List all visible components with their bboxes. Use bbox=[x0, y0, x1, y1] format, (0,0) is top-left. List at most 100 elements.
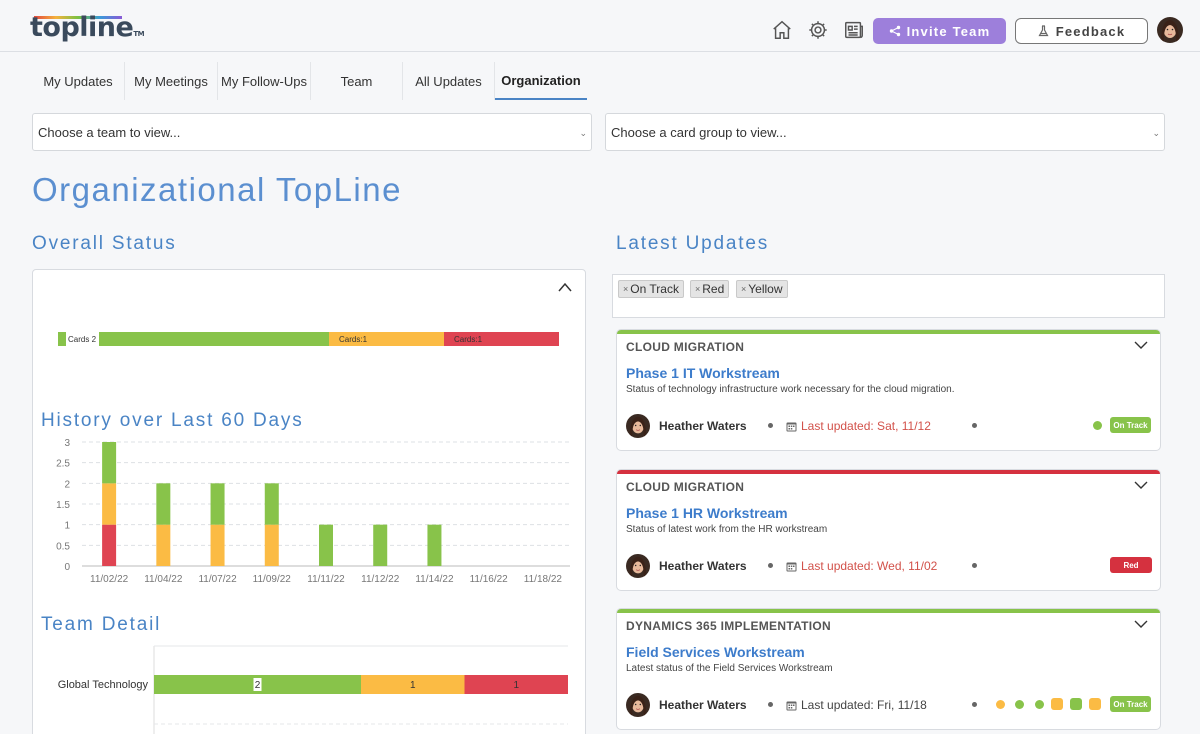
history-bar-green[interactable] bbox=[210, 483, 225, 525]
history-bar-green[interactable] bbox=[156, 483, 171, 525]
x-tick-label: 11/11/22 bbox=[307, 574, 345, 585]
last-updated-text: Last updated: Sat, 11/12 bbox=[801, 419, 931, 433]
logo-color-bar bbox=[34, 16, 122, 19]
invite-team-label: Invite Team bbox=[906, 23, 991, 39]
history-title: History over Last 60 Days bbox=[41, 410, 304, 431]
last-updated: Last updated: Fri, 11/18 bbox=[786, 698, 927, 712]
status-history-square bbox=[1070, 698, 1082, 710]
filter-chip-yellow[interactable]: × Yellow bbox=[736, 280, 788, 298]
x-tick-label: 11/02/22 bbox=[90, 574, 129, 585]
card-title[interactable]: Field Services Workstream bbox=[626, 644, 805, 660]
update-card[interactable]: CLOUD MIGRATION Phase 1 IT Workstream Stat… bbox=[616, 329, 1161, 451]
overall-bar-segment-red[interactable]: Cards:1 bbox=[444, 332, 559, 346]
calendar-icon bbox=[786, 701, 797, 710]
last-updated-text: Last updated: Fri, 11/18 bbox=[801, 698, 927, 712]
card-group: CLOUD MIGRATION bbox=[626, 340, 745, 354]
card-owner: Heather Waters bbox=[659, 419, 747, 433]
separator-dot bbox=[972, 563, 977, 568]
page-title: Organizational TopLine bbox=[32, 171, 402, 208]
tab-organization[interactable]: Organization bbox=[495, 62, 587, 100]
team-bar-value: 1 bbox=[513, 680, 519, 691]
team-detail-chart: Global Technology 2 1 1 bbox=[58, 645, 569, 734]
history-bar-yellow[interactable] bbox=[156, 524, 171, 566]
chevron-down-icon: ⌄ bbox=[579, 128, 587, 138]
filter-chip-on-track[interactable]: × On Track bbox=[618, 280, 684, 298]
history-bar-yellow[interactable] bbox=[210, 524, 225, 566]
x-tick-label: 11/04/22 bbox=[144, 574, 183, 585]
x-tick-label: 11/16/22 bbox=[470, 574, 509, 585]
separator-dot bbox=[768, 702, 773, 707]
card-group-select[interactable]: Choose a card group to view... ⌄ bbox=[605, 113, 1165, 151]
remove-icon[interactable]: × bbox=[741, 284, 747, 294]
tab-team[interactable]: Team bbox=[311, 62, 403, 100]
team-bar-red[interactable] bbox=[464, 675, 569, 694]
remove-icon[interactable]: × bbox=[695, 284, 701, 294]
y-tick-label: 0.5 bbox=[56, 541, 70, 552]
last-updated: Last updated: Sat, 11/12 bbox=[786, 419, 931, 433]
separator-dot bbox=[972, 423, 977, 428]
card-title[interactable]: Phase 1 IT Workstream bbox=[626, 365, 780, 381]
overall-status-panel bbox=[32, 269, 586, 734]
history-bar-yellow[interactable] bbox=[102, 483, 117, 525]
x-tick-label: 11/18/22 bbox=[524, 574, 563, 585]
history-bar-green[interactable] bbox=[319, 524, 333, 566]
history-bar-red[interactable] bbox=[102, 524, 117, 566]
card-group: DYNAMICS 365 IMPLEMENTATION bbox=[626, 619, 832, 633]
owner-avatar bbox=[626, 693, 650, 717]
chevron-down-icon[interactable] bbox=[1134, 619, 1148, 629]
history-chart: 0 0.5 1 1.5 2 2.5 3 11/02/22 11/04/22 11/07/22 11/… bbox=[56, 438, 570, 585]
history-bar-green[interactable] bbox=[373, 524, 388, 566]
team-select[interactable]: Choose a team to view... ⌄ bbox=[32, 113, 592, 151]
y-tick-label: 0 bbox=[64, 562, 70, 573]
y-tick-label: 1.5 bbox=[56, 500, 70, 511]
overall-bar-lead bbox=[58, 332, 66, 346]
status-history-dot bbox=[1035, 700, 1044, 709]
history-bar-green[interactable] bbox=[427, 524, 442, 566]
nav-tabs: My Updates My Meetings My Follow-Ups Tea… bbox=[32, 62, 587, 100]
overall-bar-label: Cards 2 bbox=[66, 332, 100, 346]
card-title[interactable]: Phase 1 HR Workstream bbox=[626, 505, 788, 521]
remove-icon[interactable]: × bbox=[623, 284, 629, 294]
category-label: Global Technology bbox=[58, 679, 149, 691]
card-group-select-placeholder: Choose a card group to view... bbox=[611, 124, 787, 140]
chevron-down-icon[interactable] bbox=[1134, 340, 1148, 350]
tab-my-updates[interactable]: My Updates bbox=[32, 62, 125, 100]
card-status-bar bbox=[617, 470, 1160, 474]
user-avatar[interactable] bbox=[1157, 17, 1183, 43]
calendar-icon bbox=[786, 422, 797, 431]
status-filter-box[interactable]: × On Track × Red × Yellow bbox=[612, 274, 1165, 318]
history-bar-green[interactable] bbox=[102, 442, 117, 484]
home-icon[interactable] bbox=[771, 19, 793, 41]
avatar-portrait bbox=[626, 554, 650, 578]
chevron-up-icon[interactable] bbox=[557, 281, 573, 293]
overall-bar-segment-green[interactable] bbox=[99, 332, 329, 346]
card-owner: Heather Waters bbox=[659, 698, 747, 712]
last-updated: Last updated: Wed, 11/02 bbox=[786, 559, 937, 573]
history-bar-green[interactable] bbox=[264, 483, 279, 525]
tab-my-meetings[interactable]: My Meetings bbox=[125, 62, 218, 100]
update-card[interactable]: CLOUD MIGRATION Phase 1 HR Workstream Stat… bbox=[616, 469, 1161, 591]
status-badge: Red bbox=[1110, 557, 1152, 573]
card-description: Latest status of the Field Services Work… bbox=[626, 663, 833, 674]
logo[interactable]: toplineTM bbox=[30, 12, 145, 43]
status-history-dot bbox=[996, 700, 1005, 709]
y-tick-label: 3 bbox=[64, 438, 70, 449]
latest-updates-title: Latest Updates bbox=[616, 233, 770, 254]
status-history-square bbox=[1051, 698, 1063, 710]
feedback-button[interactable]: Feedback bbox=[1015, 18, 1148, 44]
history-bar-yellow[interactable] bbox=[264, 524, 279, 566]
gear-icon[interactable] bbox=[807, 19, 829, 41]
chevron-down-icon[interactable] bbox=[1134, 480, 1148, 490]
update-card[interactable]: DYNAMICS 365 IMPLEMENTATION Field Service… bbox=[616, 608, 1161, 730]
x-tick-label: 11/07/22 bbox=[198, 574, 237, 585]
tab-my-follow-ups[interactable]: My Follow-Ups bbox=[218, 62, 311, 100]
card-status-bar bbox=[617, 609, 1160, 613]
status-history-dot bbox=[1093, 421, 1102, 430]
overall-bar-segment-yellow[interactable]: Cards:1 bbox=[329, 332, 444, 346]
team-bar-yellow[interactable] bbox=[361, 675, 465, 694]
tab-all-updates[interactable]: All Updates bbox=[403, 62, 495, 100]
invite-team-button[interactable]: Invite Team bbox=[873, 18, 1006, 44]
newspaper-icon[interactable] bbox=[843, 19, 865, 41]
feedback-label: Feedback bbox=[1055, 23, 1126, 39]
filter-chip-red[interactable]: × Red bbox=[690, 280, 730, 298]
